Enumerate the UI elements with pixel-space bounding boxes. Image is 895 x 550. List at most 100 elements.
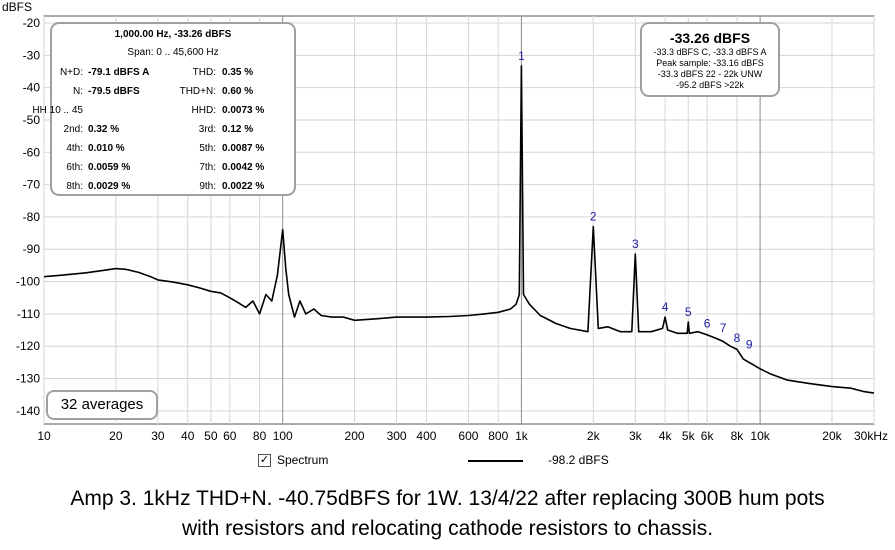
x-tick-label: 5k (682, 429, 696, 443)
stats-label: 8th: (66, 181, 83, 192)
stats-label: 4th: (66, 143, 83, 154)
level-readout-main: -33.26 dBFS (669, 30, 751, 46)
x-tick-label: 8k (731, 429, 745, 443)
caption-line: with resistors and relocating cathode re… (181, 517, 714, 540)
stats-row: N: -79.5 dBFS THD+N: 0.60 % (52, 86, 294, 100)
harmonic-markers: 1 2 3 4 56 78 9 (518, 49, 753, 351)
x-tick-label: 20 (109, 429, 123, 443)
y-tick-label: -80 (23, 210, 41, 224)
level-readout-line: Peak sample: -33.16 dBFS (656, 58, 764, 68)
stats-value: 0.32 % (88, 124, 120, 135)
y-tick-label: -70 (23, 178, 41, 192)
y-tick-label: -40 (23, 81, 41, 95)
level-readout-line: -95.2 dBFS >22k (676, 80, 744, 90)
stats-value: 0.0022 % (222, 181, 265, 192)
check-icon: ✓ (259, 454, 270, 466)
harmonic-label: 5 (685, 305, 692, 319)
y-tick-labels: -20 -30 -40 -50 -60 -70 -80 -90 -100 -110 -120 -130… (16, 16, 40, 418)
x-tick-label: 1k (515, 429, 529, 443)
stats-label: 2nd: (63, 124, 83, 135)
x-tick-label: 10k (750, 429, 770, 443)
y-tick-label: -120 (16, 339, 40, 353)
stats-row: 8th: 0.0029 % 9th: 0.0022 % (52, 181, 294, 195)
harmonic-label: 8 (734, 331, 741, 345)
y-tick-label: -20 (23, 16, 41, 30)
stats-row: 2nd: 0.32 % 3rd: 0.12 % (52, 124, 294, 138)
level-readout-line: -33.3 dBFS C, -33.3 dBFS A (653, 47, 767, 57)
x-tick-label: 800 (488, 429, 508, 443)
stats-value: 0.35 % (222, 67, 254, 78)
stats-value: 0.60 % (222, 86, 254, 97)
stats-value: 0.0042 % (222, 162, 265, 173)
harmonic-label: 3 (632, 237, 639, 251)
stats-row: HH 10 .. 45 HHD: 0.0073 % (32, 105, 294, 119)
x-tick-label: 20k (822, 429, 842, 443)
y-tick-label: -60 (23, 145, 41, 159)
stats-label: 3rd: (198, 124, 216, 135)
y-tick-label: -110 (17, 307, 40, 321)
x-tick-label: 4k (659, 429, 673, 443)
x-tick-label: 400 (416, 429, 436, 443)
stats-label: HH 10 .. 45 (32, 105, 83, 116)
grid-x (43, 16, 875, 424)
y-tick-label: -130 (16, 372, 40, 386)
x-tick-label: 30 (151, 429, 165, 443)
stats-row: N+D: -79.1 dBFS A THD: 0.35 % (52, 67, 294, 81)
x-tick-label: 30kHz (854, 429, 888, 443)
x-tick-label: 600 (458, 429, 478, 443)
stats-row: 4th: 0.010 % 5th: 0.0087 % (52, 143, 294, 157)
harmonic-label: 9 (746, 337, 753, 351)
stats-value: 0.0059 % (88, 162, 131, 173)
series-spectrum-line (43, 65, 875, 394)
legend-value: -98.2 dBFS (548, 453, 609, 467)
stats-label: 6th: (66, 162, 83, 173)
harmonic-label: 6 (704, 316, 711, 330)
y-tick-label: -100 (16, 275, 40, 289)
stats-value: 0.0087 % (222, 143, 265, 154)
averages-badge: 32 averages (46, 390, 158, 420)
x-tick-label: 100 (273, 429, 293, 443)
stats-label: THD+N: (179, 86, 216, 97)
figure-caption: Amp 3. 1kHz THD+N. -40.75dBFS for 1W. 13… (0, 484, 895, 544)
harmonic-label: 2 (590, 210, 597, 224)
stats-label: THD: (192, 67, 216, 78)
stats-value: -79.1 dBFS A (88, 67, 150, 78)
distortion-stats-panel: 1,000.00 Hz, -33.26 dBFS Span: 0 .. 45,6… (32, 22, 296, 196)
y-tick-label: -90 (23, 242, 41, 256)
stats-label: 5th: (199, 143, 216, 154)
stats-label: HHD: (191, 105, 216, 116)
harmonic-label: 1 (518, 49, 525, 63)
stats-label: 7th: (199, 162, 216, 173)
x-tick-label: 2k (587, 429, 601, 443)
y-tick-label: -30 (23, 48, 41, 62)
harmonic-label: 4 (662, 300, 669, 314)
x-tick-labels: 10 20 30 40 50 60 80 100 200 300 400 600 800 1k 2k 3k 4k… (37, 429, 888, 443)
spectrum-checkbox[interactable]: ✓ (258, 454, 271, 467)
x-tick-label: 50 (204, 429, 218, 443)
stats-value: -79.5 dBFS (88, 86, 140, 97)
x-tick-label: 3k (629, 429, 643, 443)
stats-label: N+D: (59, 67, 83, 78)
x-tick-label: 200 (345, 429, 365, 443)
level-readout-panel: -33.26 dBFS -33.3 dBFS C, -33.3 dBFS A P… (640, 22, 780, 97)
y-axis-label: dBFS (2, 0, 32, 14)
stats-value: 0.0073 % (222, 105, 265, 116)
stats-fundamental: 1,000.00 Hz, -33.26 dBFS (114, 29, 232, 40)
stats-value: 0.010 % (88, 143, 125, 154)
stats-value: 0.12 % (222, 124, 254, 135)
x-tick-label: 10 (37, 429, 51, 443)
x-tick-label: 40 (181, 429, 195, 443)
legend-label[interactable]: Spectrum (277, 453, 329, 467)
level-readout-line: -33.3 dBFS 22 - 22k UNW (657, 69, 763, 79)
stats-label: 9th: (199, 181, 216, 192)
stats-label: N: (73, 86, 83, 97)
x-tick-label: 60 (223, 429, 237, 443)
stats-span: Span: 0 .. 45,600 Hz (127, 47, 219, 58)
x-tick-label: 300 (387, 429, 407, 443)
caption-line: Amp 3. 1kHz THD+N. -40.75dBFS for 1W. 13… (70, 487, 825, 510)
x-tick-label: 80 (253, 429, 267, 443)
legend-swatch-line (468, 460, 523, 462)
x-tick-label: 6k (701, 429, 715, 443)
y-tick-label: -50 (23, 113, 41, 127)
harmonic-label: 7 (720, 321, 727, 335)
